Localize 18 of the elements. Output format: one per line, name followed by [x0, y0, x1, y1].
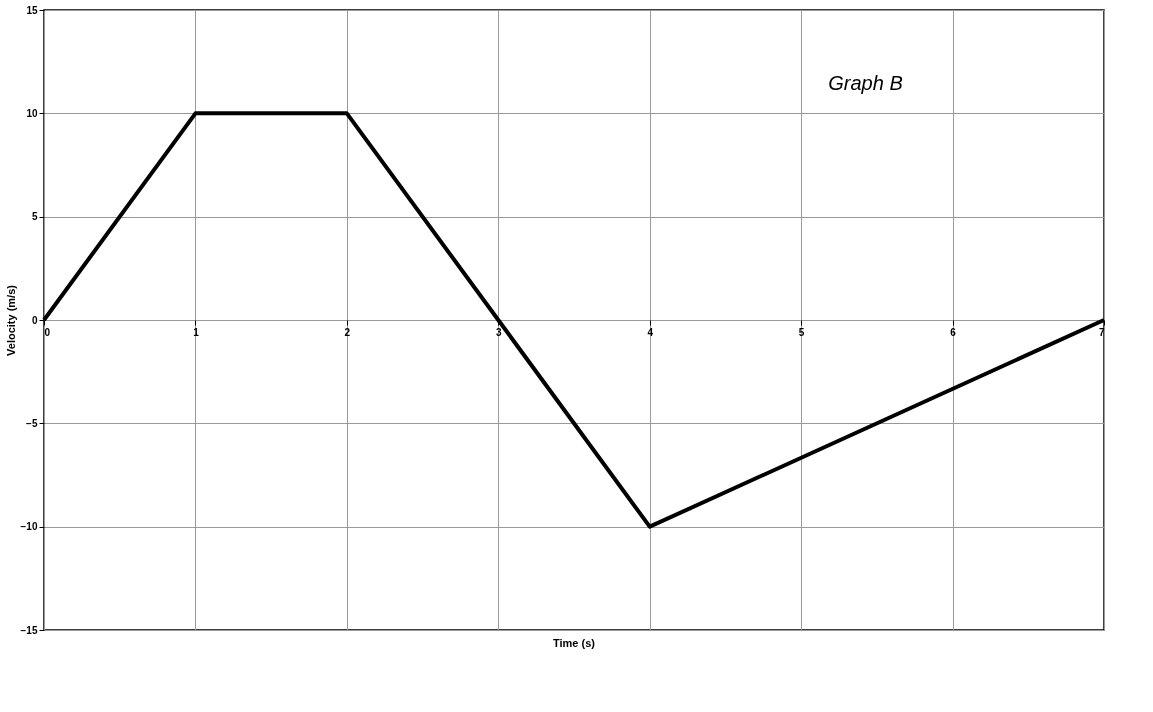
- x-axis-title: Time (s): [553, 637, 596, 649]
- annotation: Graph B: [828, 72, 903, 95]
- x-tick-label: 3: [496, 326, 502, 338]
- x-tick-label: 4: [647, 326, 654, 338]
- y-tick-label: −10: [20, 521, 38, 533]
- y-tick-label: −5: [26, 417, 38, 429]
- y-tick-label: 5: [31, 211, 38, 223]
- y-tick-label: −15: [20, 624, 38, 636]
- x-tick-label: 6: [950, 326, 957, 338]
- x-tick-label: 7: [1098, 326, 1105, 338]
- y-tick-label: 0: [31, 314, 38, 326]
- x-tick-label: 1: [193, 326, 200, 338]
- x-tick-label: 0: [44, 326, 51, 338]
- y-axis-title: Velocity (m/s): [4, 284, 17, 356]
- x-tick-label: 5: [798, 326, 805, 338]
- x-tick-label: 2: [344, 326, 351, 338]
- y-tick-label: 10: [26, 107, 38, 119]
- y-tick-label: 15: [26, 4, 38, 16]
